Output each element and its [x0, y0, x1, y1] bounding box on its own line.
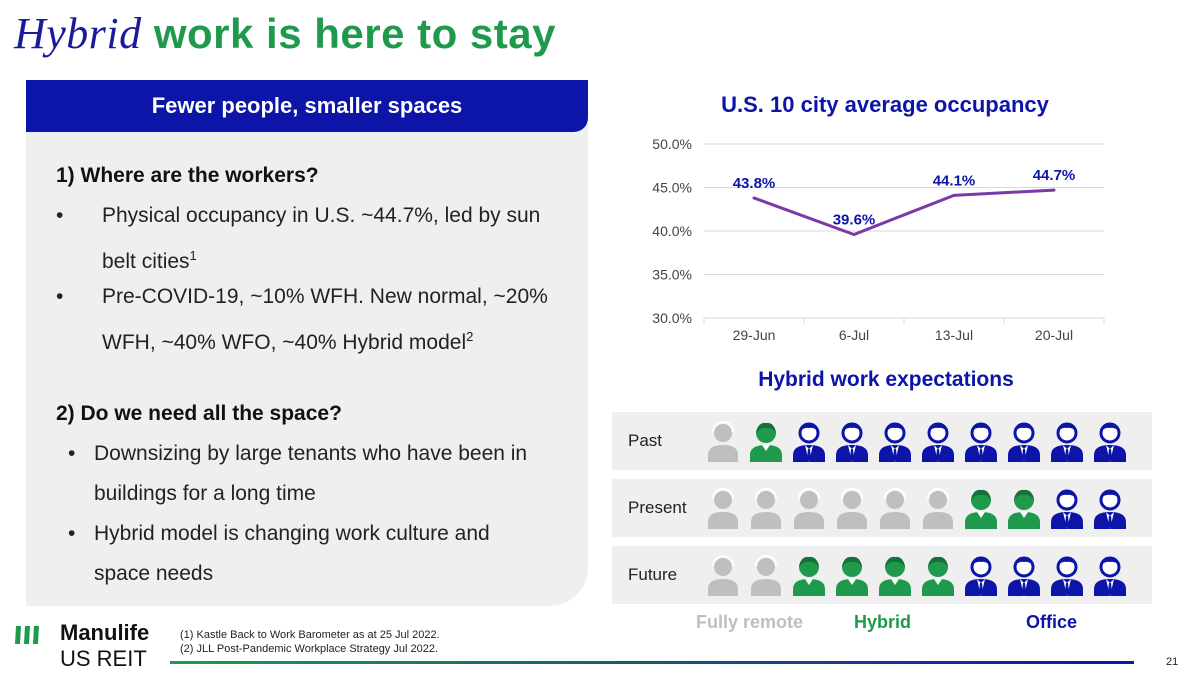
- remote-person-icon: [708, 555, 738, 596]
- remote-person-icon: [837, 488, 867, 529]
- footer-divider: [170, 661, 1134, 664]
- people-icons-row: [708, 555, 1126, 596]
- office-person-icon: [965, 556, 997, 596]
- people-icons-row: [708, 488, 1126, 529]
- slide-title: Hybrid work is here to stay: [14, 8, 556, 59]
- hybrid-person-icon: [922, 556, 954, 596]
- hybrid-person-icon: [1008, 489, 1040, 529]
- bullet-dot: •: [56, 285, 64, 308]
- x-tick-label: 13-Jul: [935, 327, 973, 343]
- office-person-icon: [1051, 489, 1083, 529]
- bullet-line: belt cities: [102, 250, 190, 273]
- x-tick-label: 20-Jul: [1035, 327, 1073, 343]
- data-point: [752, 196, 756, 200]
- legend-hybrid: Hybrid: [854, 612, 912, 632]
- title-rest: work is here to stay: [153, 10, 556, 57]
- bullet-line: Downsizing by large tenants who have bee…: [94, 442, 528, 465]
- data-point: [952, 193, 956, 197]
- bullet-dot: •: [68, 442, 76, 465]
- office-person-icon: [1051, 556, 1083, 596]
- office-person-icon: [922, 422, 954, 462]
- hybrid-person-icon: [836, 556, 868, 596]
- question-2: 2) Do we need all the space?: [56, 402, 342, 425]
- office-person-icon: [1094, 489, 1126, 529]
- bullet-line: Physical occupancy in U.S. ~44.7%, led b…: [102, 204, 541, 227]
- remote-person-icon: [880, 488, 910, 529]
- remote-person-icon: [923, 488, 953, 529]
- remote-person-icon: [708, 421, 738, 462]
- y-tick-label: 50.0%: [652, 136, 692, 152]
- x-tick-label: 29-Jun: [733, 327, 776, 343]
- bullet-line: buildings for a long time: [94, 482, 316, 505]
- office-person-icon: [1094, 556, 1126, 596]
- title-italic-word: Hybrid: [14, 9, 142, 58]
- series-line: [753, 188, 1055, 237]
- office-person-icon: [879, 422, 911, 462]
- office-person-icon: [965, 422, 997, 462]
- bullet-line: WFH, ~40% WFO, ~40% Hybrid model: [102, 331, 467, 354]
- bullet-line: space needs: [94, 562, 214, 585]
- remote-person-icon: [794, 488, 824, 529]
- y-tick-label: 35.0%: [652, 267, 692, 283]
- bullet-line: Hybrid model is changing work culture an…: [94, 522, 490, 545]
- data-point: [852, 232, 856, 236]
- footnote-ref: 2: [466, 329, 474, 344]
- row-future: Future: [612, 546, 1152, 604]
- hybrid-person-icon: [750, 422, 782, 462]
- bullet-dot: •: [56, 204, 64, 227]
- x-tick-label: 6-Jul: [839, 327, 869, 343]
- hybrid-person-icon: [793, 556, 825, 596]
- data-point: [1052, 188, 1056, 192]
- row-label: Future: [628, 565, 678, 584]
- y-tick-label: 45.0%: [652, 180, 692, 196]
- footnote-2: (2) JLL Post-Pandemic Workplace Strategy…: [180, 643, 439, 655]
- data-label: 43.8%: [733, 175, 776, 192]
- question-1: 1) Where are the workers?: [56, 164, 319, 187]
- data-label: 44.7%: [1033, 167, 1076, 184]
- footnote-ref: 1: [189, 248, 197, 263]
- panel-header: Fewer people, smaller spaces: [26, 80, 588, 132]
- page-number: 21: [1166, 656, 1179, 668]
- row-past: Past: [612, 412, 1152, 470]
- row-label: Past: [628, 431, 663, 450]
- office-person-icon: [1094, 422, 1126, 462]
- chart-title: U.S. 10 city average occupancy: [721, 92, 1049, 117]
- data-label: 39.6%: [833, 211, 876, 228]
- hybrid-person-icon: [879, 556, 911, 596]
- logo-mark-icon: [15, 626, 39, 644]
- occupancy-line-chart: 30.0% 35.0% 40.0% 45.0% 50.0% 29-Jun 6-Jul 13-J…: [652, 136, 1105, 343]
- hybrid-person-icon: [965, 489, 997, 529]
- hybrid-title: Hybrid work expectations: [758, 368, 1014, 391]
- people-icons-row: [708, 421, 1126, 462]
- row-label: Present: [628, 498, 687, 517]
- bullet-line: Pre-COVID-19, ~10% WFH. New normal, ~20%: [102, 285, 548, 308]
- logo-name: Manulife: [60, 620, 150, 645]
- footnote-1: (1) Kastle Back to Work Barometer as at …: [180, 629, 440, 641]
- office-person-icon: [1008, 556, 1040, 596]
- y-tick-label: 30.0%: [652, 310, 692, 326]
- info-panel: [26, 80, 588, 606]
- office-person-icon: [793, 422, 825, 462]
- logo-sub: US REIT: [60, 646, 147, 671]
- data-label: 44.1%: [933, 172, 976, 189]
- remote-person-icon: [751, 555, 781, 596]
- office-person-icon: [836, 422, 868, 462]
- bullet-dot: •: [68, 522, 76, 545]
- legend-fully-remote: Fully remote: [696, 612, 804, 632]
- remote-person-icon: [708, 488, 738, 529]
- office-person-icon: [1008, 422, 1040, 462]
- footnotes: (1) Kastle Back to Work Barometer as at …: [180, 628, 440, 656]
- row-present: Present: [612, 479, 1152, 537]
- office-person-icon: [1051, 422, 1083, 462]
- y-tick-label: 40.0%: [652, 223, 692, 239]
- legend-office: Office: [1026, 612, 1078, 632]
- remote-person-icon: [751, 488, 781, 529]
